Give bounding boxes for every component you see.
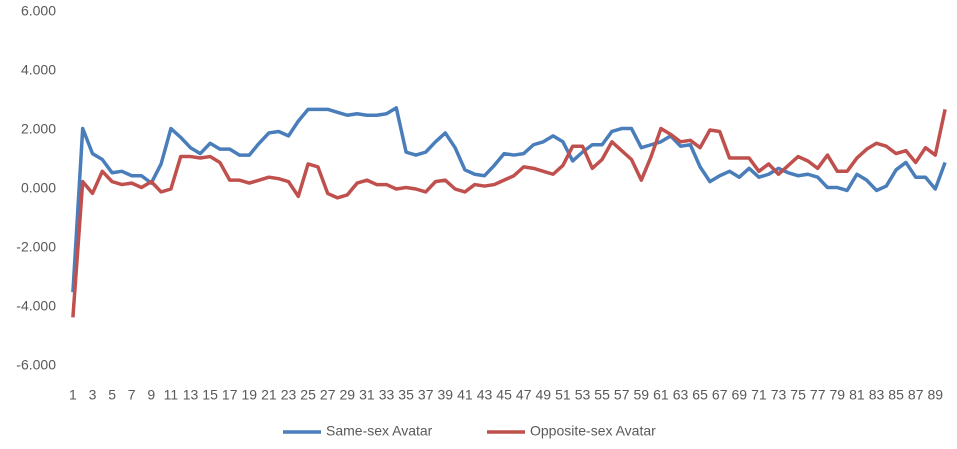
series-line xyxy=(71,106,947,293)
x-tick-label: 29 xyxy=(340,387,356,403)
x-tick-label: 33 xyxy=(379,387,395,403)
x-tick-label: 59 xyxy=(634,387,650,403)
x-tick-label: 35 xyxy=(398,387,414,403)
x-tick-label: 25 xyxy=(300,387,316,403)
y-tick-label: 2.000 xyxy=(21,121,56,137)
x-tick-label: 31 xyxy=(359,387,375,403)
x-tick-label: 3 xyxy=(89,387,97,403)
x-tick-label: 17 xyxy=(222,387,238,403)
y-tick-label: -4.000 xyxy=(16,298,56,314)
x-tick-label: 75 xyxy=(790,387,806,403)
x-tick-label: 47 xyxy=(516,387,532,403)
x-tick-label: 9 xyxy=(147,387,155,403)
y-tick-label: 0.000 xyxy=(21,180,56,196)
series-line xyxy=(71,108,947,318)
x-tick-label: 7 xyxy=(128,387,136,403)
legend-label: Same-sex Avatar xyxy=(326,423,433,439)
x-tick-label: 23 xyxy=(281,387,297,403)
x-tick-label: 37 xyxy=(418,387,434,403)
x-tick-label: 77 xyxy=(810,387,826,403)
x-tick-label: 55 xyxy=(594,387,610,403)
x-tick-label: 79 xyxy=(830,387,846,403)
x-tick-label: 85 xyxy=(888,387,904,403)
x-tick-label: 15 xyxy=(202,387,218,403)
x-tick-label: 57 xyxy=(614,387,630,403)
x-tick-label: 39 xyxy=(438,387,454,403)
x-tick-label: 89 xyxy=(928,387,944,403)
x-tick-label: 41 xyxy=(457,387,473,403)
x-tick-label: 83 xyxy=(869,387,885,403)
x-tick-label: 51 xyxy=(555,387,571,403)
x-tick-label: 71 xyxy=(751,387,767,403)
legend-label: Opposite-sex Avatar xyxy=(530,423,656,439)
x-tick-label: 49 xyxy=(536,387,552,403)
x-tick-label: 21 xyxy=(261,387,277,403)
x-tick-label: 43 xyxy=(477,387,493,403)
x-tick-label: 5 xyxy=(108,387,116,403)
x-tick-label: 81 xyxy=(849,387,865,403)
x-tick-label: 53 xyxy=(575,387,591,403)
x-tick-label: 45 xyxy=(496,387,512,403)
x-tick-label: 19 xyxy=(242,387,258,403)
y-tick-label: 4.000 xyxy=(21,62,56,78)
x-tick-label: 67 xyxy=(712,387,728,403)
y-tick-label: 6.000 xyxy=(21,3,56,19)
y-tick-label: -2.000 xyxy=(16,239,56,255)
x-tick-label: 87 xyxy=(908,387,924,403)
x-tick-label: 13 xyxy=(183,387,199,403)
x-tick-label: 27 xyxy=(320,387,336,403)
x-tick-label: 61 xyxy=(653,387,669,403)
y-tick-label: -6.000 xyxy=(16,357,56,373)
x-tick-label: 11 xyxy=(164,387,179,403)
x-tick-label: 1 xyxy=(69,387,77,403)
x-tick-label: 69 xyxy=(732,387,748,403)
x-tick-label: 73 xyxy=(771,387,787,403)
x-tick-label: 63 xyxy=(673,387,689,403)
x-tick-label: 65 xyxy=(692,387,708,403)
